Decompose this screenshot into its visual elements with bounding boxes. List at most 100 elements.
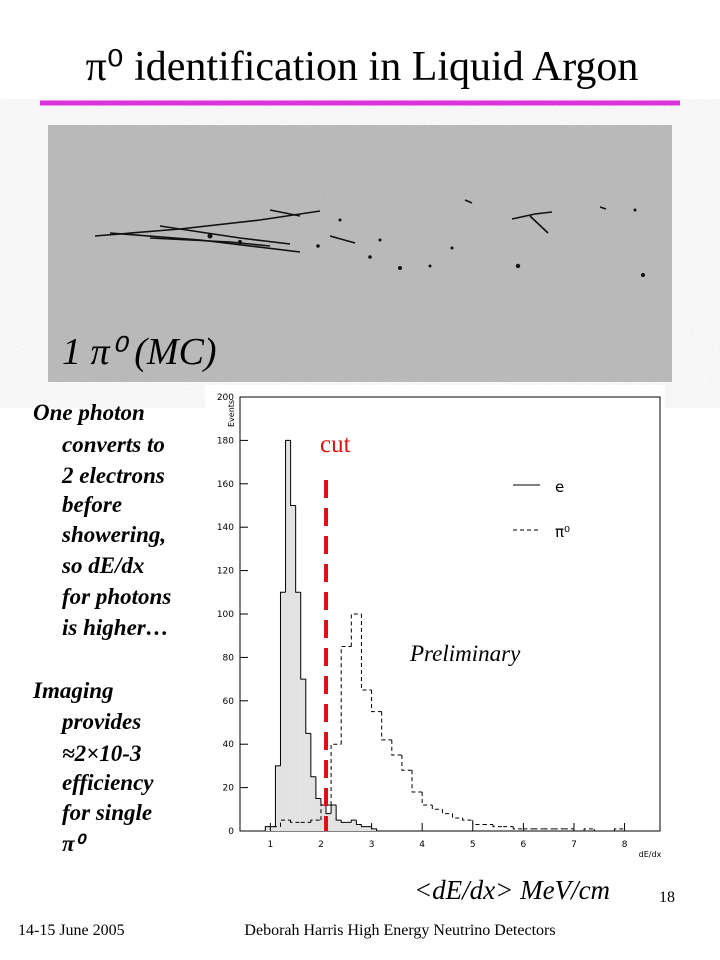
bin-fill <box>346 822 352 831</box>
bin-step <box>472 820 483 825</box>
x-axis-label: dE/dx <box>639 850 662 859</box>
bin-fill <box>371 828 377 831</box>
bin-step <box>355 820 362 825</box>
y-tick-label: 20 <box>223 784 235 794</box>
note-line: converts to <box>62 432 165 457</box>
bin-step <box>371 826 378 831</box>
bin-step <box>325 804 332 815</box>
bin-step <box>305 679 311 734</box>
y-tick-label: 100 <box>217 610 234 620</box>
note-line: One photon <box>33 400 145 425</box>
bin-step <box>401 755 413 771</box>
bin-step <box>295 505 301 593</box>
bin-fill <box>300 679 306 831</box>
bin-step <box>613 828 626 831</box>
cut-label: cut <box>320 431 351 458</box>
note-line: π⁰ <box>62 831 88 856</box>
bin-step <box>573 828 585 832</box>
bin-step <box>315 776 321 799</box>
y-tick-label: 140 <box>217 523 234 533</box>
bin-step <box>360 824 367 828</box>
bin-fill <box>280 592 286 831</box>
slide-title: π⁰ identification in Liquid Argon <box>86 44 639 90</box>
legend-label: π⁰ <box>555 523 570 541</box>
note-line: for photons <box>62 584 171 609</box>
bin-fill <box>270 826 276 831</box>
bin-step <box>269 826 281 831</box>
note-line: Imaging <box>32 678 114 703</box>
bin-step <box>264 826 271 831</box>
bin-step <box>391 739 402 756</box>
bin-fill <box>285 440 291 831</box>
legend-label: e <box>555 478 564 496</box>
note-line: so dE/dx <box>61 553 144 578</box>
axis-caption: <dE/dx> MeV/cm <box>414 875 610 905</box>
bin-fill <box>290 505 296 831</box>
bin-fill <box>320 804 327 831</box>
bin-fill <box>331 804 337 831</box>
bin-fill <box>356 824 362 831</box>
bin-step <box>593 828 605 832</box>
bin-step <box>512 826 524 830</box>
bin-step <box>300 592 306 680</box>
bin-fill <box>295 592 301 831</box>
x-tick-label: 5 <box>470 840 476 850</box>
bin-step <box>285 439 291 593</box>
bin-step <box>279 591 286 766</box>
x-tick-label: 2 <box>318 840 324 850</box>
histogram-chart: 0 20 40 60 80 100 120 140 160 180 200 1 2 3 4 5 6 7 8 Event… <box>205 385 665 865</box>
y-axis-label: Events <box>227 400 236 427</box>
note-line: ≈2×10-3 <box>62 741 141 766</box>
bin-step <box>310 733 316 778</box>
bin-step <box>452 813 463 819</box>
bin-step <box>340 820 347 823</box>
note-line: before <box>62 492 122 517</box>
bin-step <box>431 804 443 810</box>
bin-fill <box>326 813 332 831</box>
event-image: 1 π⁰ (MC) <box>48 125 672 382</box>
y-tick-label: 160 <box>217 480 234 490</box>
x-tick-label: 7 <box>571 840 577 850</box>
bin-step <box>274 765 281 827</box>
bin-fill <box>341 822 347 831</box>
note-line: for single <box>62 800 152 825</box>
note-line: provides <box>60 709 141 734</box>
bin-fill <box>305 733 311 831</box>
notes: One photon converts to 2 electrons before sh… <box>32 400 171 856</box>
y-tick-label: 180 <box>217 436 234 446</box>
annotation: Preliminary <box>409 641 521 666</box>
bin-fill <box>336 820 342 831</box>
bin-fill <box>366 826 372 831</box>
bin-step <box>583 828 595 831</box>
y-tick-label: 120 <box>217 567 234 577</box>
footer-date: 14-15 June 2005 <box>18 922 125 939</box>
y-tick-label: 40 <box>223 740 235 750</box>
bin-fill <box>315 798 321 831</box>
chart-background <box>205 385 665 865</box>
note-line: efficiency <box>62 770 154 795</box>
bin-step <box>492 824 504 828</box>
note-line: showering, <box>61 522 166 547</box>
y-tick-label: 0 <box>228 827 234 837</box>
bin-step <box>290 820 301 823</box>
x-tick-label: 1 <box>267 840 273 850</box>
bin-step <box>290 440 296 506</box>
bin-step <box>441 809 453 815</box>
image-label: 1 π⁰ (MC) <box>62 331 217 373</box>
note-line: 2 electrons <box>61 463 165 488</box>
note-line: is higher… <box>62 615 169 640</box>
bin-fill <box>351 820 357 831</box>
x-tick-label: 4 <box>419 840 425 850</box>
page-number: 18 <box>659 889 675 906</box>
bin-step <box>335 804 342 821</box>
y-tick-label: 80 <box>223 653 235 663</box>
x-tick-label: 3 <box>369 840 375 850</box>
footer-author: Deborah Harris High Energy Neutrino Dete… <box>244 922 555 939</box>
bin-step <box>371 689 382 713</box>
x-tick-label: 6 <box>521 840 527 850</box>
bin-step <box>350 819 357 823</box>
bin-step <box>411 770 423 793</box>
y-tick-label: 60 <box>223 697 235 707</box>
